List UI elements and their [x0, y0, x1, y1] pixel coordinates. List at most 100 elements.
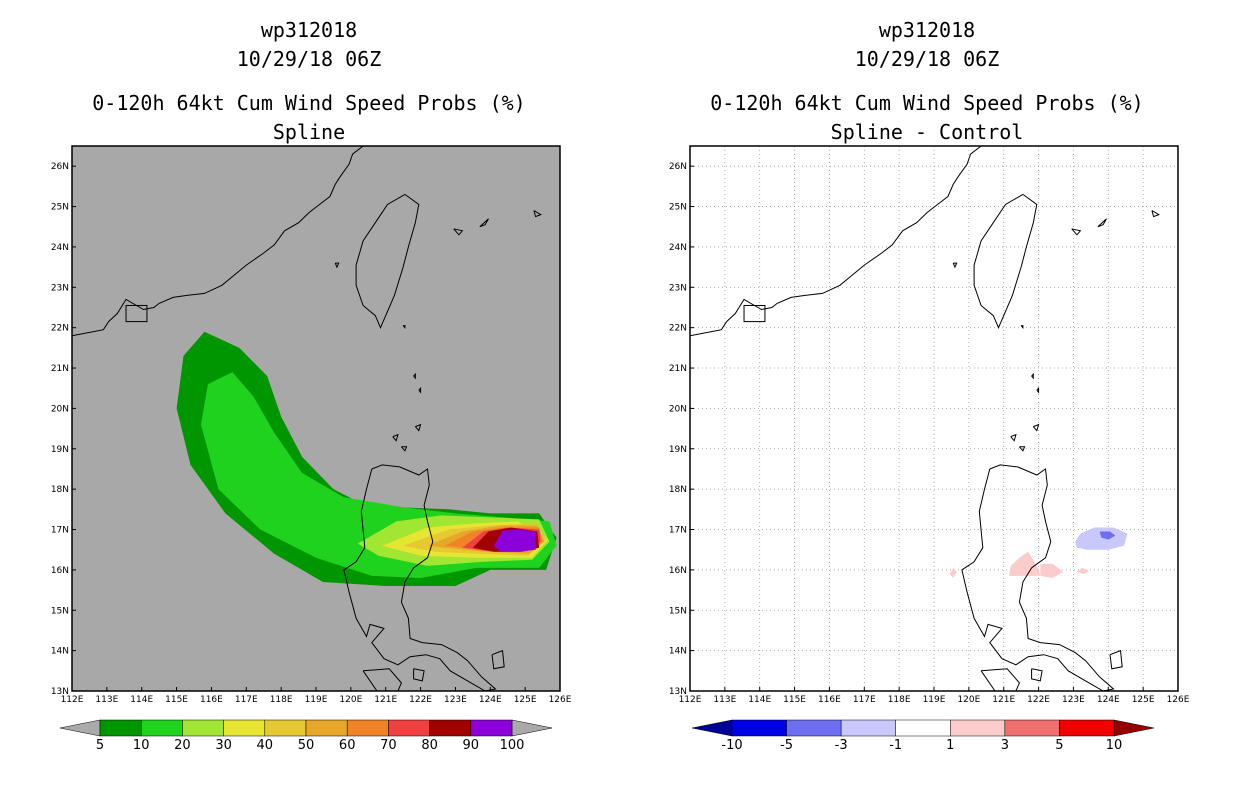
coastline — [392, 433, 399, 442]
colorbar-swatch — [99, 719, 142, 737]
coastline — [334, 262, 340, 269]
x-tick-label: 115E — [783, 695, 806, 705]
y-tick-label: 23N — [51, 283, 69, 293]
colorbar-label: 1 — [946, 738, 954, 753]
x-tick-label: 117E — [853, 695, 876, 705]
storm-id-title: wp312018 — [260, 18, 358, 42]
coastline — [72, 146, 364, 337]
x-tick-label: 123E — [1062, 695, 1085, 705]
x-tick-label: 125E — [1132, 695, 1155, 705]
colorbar-swatch — [786, 719, 842, 737]
hong-kong-box — [125, 304, 148, 323]
x-tick-label: 124E — [1097, 695, 1120, 705]
y-tick-label: 22N — [669, 324, 687, 334]
colorbar-label: -10 — [721, 738, 742, 753]
colorbar-label: 5 — [1055, 738, 1063, 753]
contour-fill-10 — [493, 529, 536, 552]
colorbar-label: 90 — [463, 738, 480, 753]
colorbar-label: 3 — [1001, 738, 1009, 753]
coastline — [413, 668, 425, 682]
coastline — [533, 210, 542, 218]
colorbar-label: 60 — [339, 738, 356, 753]
colorbar-label: 70 — [380, 738, 397, 753]
colorbar-label: 80 — [421, 738, 438, 753]
colorbar-swatch — [264, 719, 307, 737]
colorbar-swatch — [223, 719, 266, 737]
colorbar-label: -5 — [780, 738, 793, 753]
y-tick-label: 24N — [51, 243, 69, 253]
x-tick-label: 112E — [61, 695, 84, 705]
grid-lines — [690, 146, 1178, 691]
y-tick-label: 15N — [51, 606, 69, 616]
colorbar-swatch — [840, 719, 896, 737]
coastline — [355, 193, 420, 329]
y-tick-label: 14N — [51, 647, 69, 657]
coastline — [491, 649, 505, 670]
coastline — [479, 218, 489, 228]
coastline — [1031, 668, 1043, 682]
x-tick-label: 114E — [130, 695, 153, 705]
coastline — [418, 386, 422, 394]
y-tick-label: 20N — [669, 404, 687, 414]
coastline — [1019, 446, 1026, 452]
difference-map: 112E 113E 114E 115E 116E 117E 118E 119E 120E 121E… — [669, 145, 1190, 753]
y-tick-label: 13N — [669, 687, 687, 697]
x-tick-label: 118E — [888, 695, 911, 705]
datetime-title: 10/29/18 06Z — [236, 47, 382, 71]
x-tick-label: 123E — [444, 695, 467, 705]
x-tick-label: 113E — [713, 695, 736, 705]
colorbar-label: 50 — [298, 738, 315, 753]
coastline — [343, 464, 497, 691]
coastline — [952, 262, 958, 269]
coastline — [414, 423, 422, 432]
difference-contour-4 — [1040, 563, 1063, 578]
difference-contour-1 — [1075, 527, 1128, 550]
x-tick-label: 114E — [748, 695, 771, 705]
right-panel: wp312018 10/29/18 06Z 0-120h 64kt Cum Wi… — [618, 0, 1236, 800]
coastline — [1031, 372, 1034, 380]
colorbar-swatch — [388, 719, 430, 737]
coastline — [1151, 210, 1160, 218]
difference-contour-5 — [949, 567, 957, 578]
colorbar-label: 40 — [257, 738, 274, 753]
x-tick-label: 121E — [374, 695, 397, 705]
colorbar-swatch — [140, 719, 183, 737]
y-tick-label: 16N — [669, 566, 687, 576]
coastline — [1109, 649, 1123, 670]
y-tick-label: 19N — [51, 445, 69, 455]
y-tick-label: 15N — [669, 606, 687, 616]
map-background — [72, 146, 560, 691]
coastline — [402, 325, 406, 330]
coastline — [1010, 433, 1017, 442]
colorbar-label: 10 — [133, 738, 150, 753]
product-title: 0-120h 64kt Cum Wind Speed Probs (%) — [710, 91, 1144, 115]
x-tick-label: 115E — [165, 695, 188, 705]
x-tick-label: 113E — [95, 695, 118, 705]
datetime-title: 10/29/18 06Z — [854, 47, 1000, 71]
colorbar-swatch — [731, 719, 787, 737]
y-tick-label: 17N — [669, 526, 687, 536]
y-tick-label: 18N — [669, 485, 687, 495]
x-tick-label: 122E — [409, 695, 432, 705]
x-tick-label: 112E — [679, 695, 702, 705]
y-tick-label: 23N — [669, 283, 687, 293]
y-tick-label: 14N — [669, 647, 687, 657]
y-tick-label: 22N — [51, 324, 69, 334]
y-tick-label: 24N — [669, 243, 687, 253]
coastline — [1020, 325, 1024, 330]
colorbar-label: 100 — [500, 738, 525, 753]
coastline — [961, 464, 1115, 691]
hong-kong-box — [743, 304, 766, 323]
y-tick-label: 18N — [51, 485, 69, 495]
colorbar-over-arrow — [511, 719, 553, 737]
difference-contour-3 — [1008, 551, 1041, 576]
colorbar-swatch — [1059, 719, 1115, 737]
coastline — [401, 446, 408, 452]
coastline — [973, 193, 1038, 329]
x-tick-label: 116E — [818, 695, 841, 705]
difference-contour-6 — [1076, 567, 1090, 574]
x-tick-label: 119E — [305, 695, 328, 705]
colorbar-label: -3 — [835, 738, 848, 753]
x-tick-label: 125E — [514, 695, 537, 705]
colorbar-swatch — [470, 719, 513, 737]
